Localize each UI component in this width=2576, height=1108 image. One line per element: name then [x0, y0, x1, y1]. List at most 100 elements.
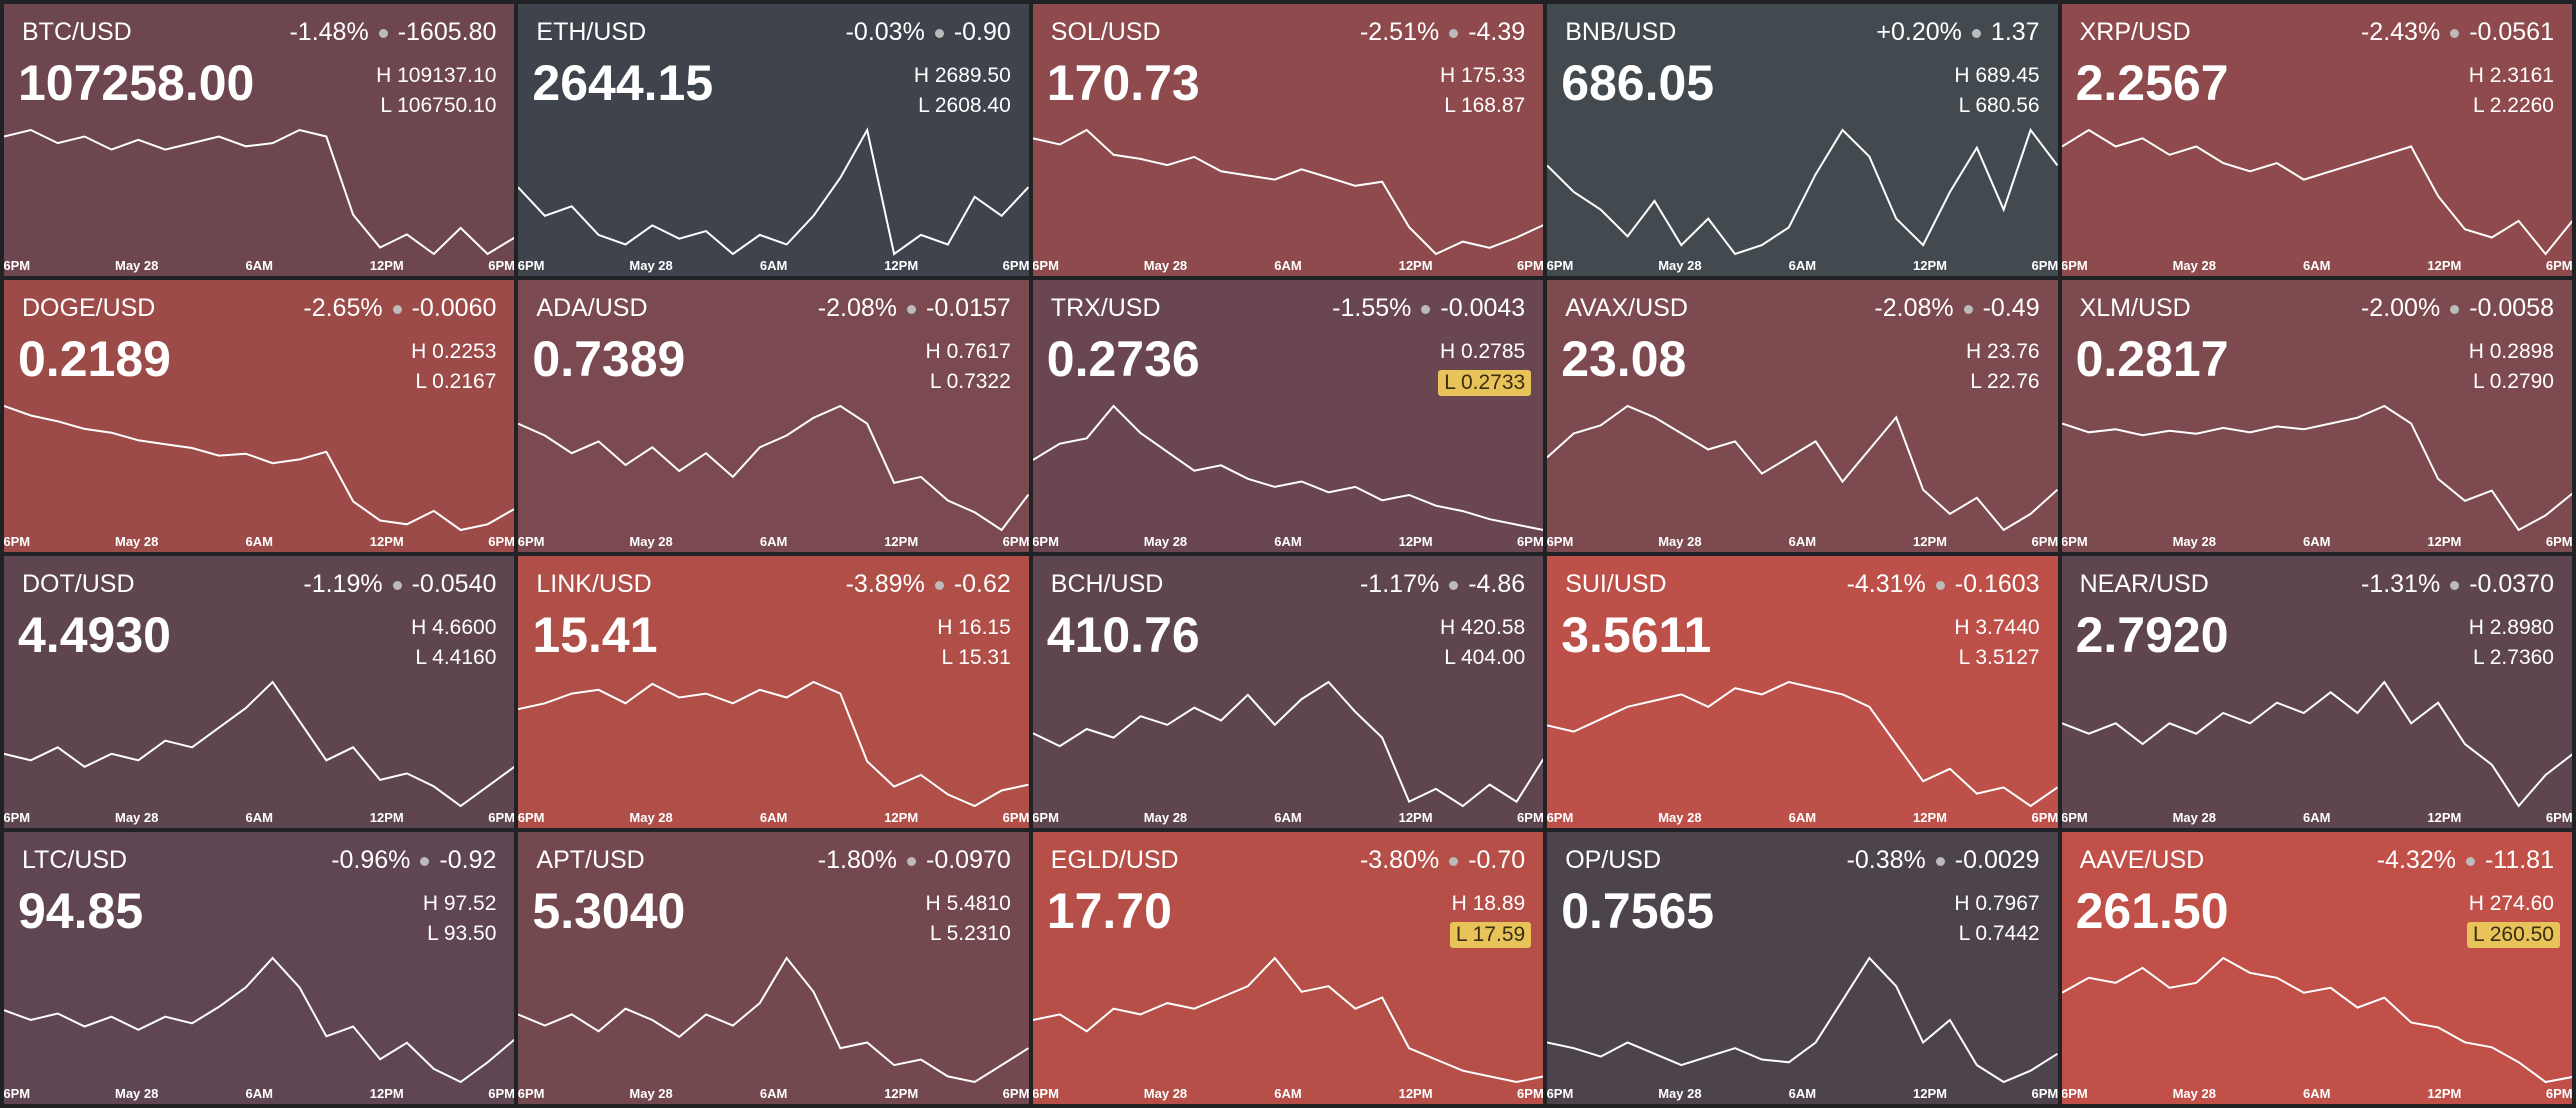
x-axis-label: 6AM — [1788, 258, 1817, 273]
price: 410.76 — [1046, 607, 1200, 663]
separator-dot — [907, 856, 916, 866]
high: H 0.7617 — [926, 340, 1011, 364]
price-line — [1547, 406, 2057, 530]
x-axis-label: 6AM — [1274, 1086, 1302, 1101]
high-value: 16.15 — [958, 616, 1011, 639]
high-value: 420.58 — [1460, 616, 1526, 639]
high-label: H — [1954, 64, 1970, 87]
high-value: 3.7440 — [1975, 616, 2040, 639]
high: H 274.60 — [2469, 892, 2554, 916]
x-axis-label: May 28 — [1658, 534, 1702, 549]
price-line — [1547, 682, 2057, 806]
change-value: -11.81 — [2484, 846, 2554, 874]
x-axis-label: 12PM — [1913, 258, 1947, 273]
price-line — [1033, 958, 1543, 1082]
change: -1.55% -0.0043 — [1332, 294, 1525, 323]
low-label: L — [415, 370, 427, 393]
low-label: L — [2473, 646, 2484, 669]
change: -3.89% -0.62 — [846, 570, 1011, 599]
change-percent: -4.31% — [1846, 570, 1926, 598]
low-label: L — [415, 646, 427, 669]
x-axis-label: May 28 — [1658, 810, 1702, 825]
pair-name: OP/USD — [1565, 846, 1662, 874]
price: 2.7920 — [2075, 607, 2229, 663]
x-axis-label: 6AM — [759, 534, 788, 549]
separator-dot — [392, 304, 402, 314]
x-axis-label: 6AM — [2303, 1086, 2331, 1101]
change-value: -0.49 — [1982, 294, 2040, 322]
x-axis-label: 6PM — [488, 258, 515, 273]
x-axis-label: 6PM — [1517, 258, 1544, 273]
change-value: -0.0561 — [2469, 18, 2554, 46]
sparkline — [1033, 122, 1543, 262]
high-value: 2.8980 — [2489, 616, 2554, 639]
low-value: 106750.10 — [397, 94, 497, 117]
change-percent: -2.08% — [1874, 294, 1954, 322]
separator-dot — [1449, 856, 1459, 866]
separator-dot — [1971, 28, 1981, 38]
separator-dot — [1449, 580, 1459, 590]
price: 2644.15 — [532, 55, 714, 111]
change-value: -4.39 — [1468, 18, 1526, 46]
high: H 18.89 — [1452, 892, 1526, 916]
price: 3.5611 — [1561, 607, 1712, 663]
price-line — [518, 130, 1028, 254]
high: H 109137.10 — [376, 64, 496, 88]
low-label: L — [1958, 94, 1970, 117]
low-label: L — [1444, 94, 1456, 117]
low-label: L — [2473, 370, 2484, 393]
x-axis-label: 6AM — [759, 258, 788, 273]
x-axis-label: May 28 — [2172, 1086, 2216, 1101]
x-axis-label: 6AM — [1274, 534, 1302, 549]
pair-name: DOGE/USD — [22, 294, 156, 322]
high: H 4.6600 — [411, 616, 496, 640]
x-axis-label: 6PM — [2545, 534, 2572, 549]
sparkline — [1033, 674, 1543, 814]
low: L 0.2790 — [2473, 370, 2554, 394]
price-line — [518, 958, 1028, 1082]
low-label: L — [1444, 646, 1456, 669]
x-axis-label: May 28 — [1658, 258, 1702, 273]
ticker-tile: DOT/USD -1.19% -0.0540 4.4930 H 4.6600 L 4.41… — [4, 556, 515, 828]
low-value: 168.87 — [1460, 94, 1526, 117]
price: 0.2189 — [18, 331, 171, 387]
price-line — [518, 406, 1028, 530]
x-axis-label: 6PM — [2061, 1086, 2088, 1101]
change-value: -0.0029 — [1954, 846, 2040, 874]
high-label: H — [937, 616, 953, 639]
pair-name: LTC/USD — [22, 846, 128, 874]
high-label: H — [411, 340, 427, 363]
price: 17.70 — [1046, 883, 1172, 939]
low-label: L — [380, 94, 392, 117]
low-label: L — [1958, 922, 1970, 945]
high-label: H — [1439, 64, 1456, 87]
change: -4.32% -11.81 — [2377, 846, 2554, 875]
change-value: -0.0043 — [1440, 294, 1526, 322]
sparkline — [518, 950, 1028, 1090]
low-label: L — [2473, 94, 2484, 117]
ticker-tile: ETH/USD -0.03% -0.90 2644.15 H 2689.50 L 2608… — [518, 4, 1029, 276]
ticker-tile: BNB/USD +0.20% 1.37 686.05 H 689.45 L 680.56 6… — [1547, 4, 2058, 276]
change-percent: -1.55% — [1332, 294, 1412, 322]
low: L 2608.40 — [918, 94, 1011, 118]
change-value: -0.1603 — [1954, 570, 2040, 598]
x-axis-label: 6AM — [2303, 258, 2331, 273]
low: L 2.2260 — [2473, 94, 2554, 118]
low: L 3.5127 — [1959, 646, 2040, 670]
x-axis-label: 6AM — [1788, 534, 1817, 549]
separator-dot — [2450, 28, 2460, 38]
x-axis-label: May 28 — [1143, 258, 1188, 273]
low-value: 2.7360 — [2489, 646, 2554, 669]
x-axis-label: May 28 — [629, 810, 673, 825]
x-axis-label: 6AM — [245, 534, 273, 549]
change-value: -0.0540 — [411, 570, 497, 598]
x-axis-label: 6PM — [1032, 534, 1059, 549]
x-axis-label: 6PM — [4, 1086, 31, 1101]
high: H 0.2253 — [411, 340, 496, 364]
low-label: L — [1970, 370, 1982, 393]
pair-name: BCH/USD — [1050, 570, 1164, 598]
ticker-tile: EGLD/USD -3.80% -0.70 17.70 H 18.89 L 17.59 6P… — [1032, 832, 1544, 1104]
x-axis-label: May 28 — [629, 1086, 673, 1101]
sparkline — [1033, 398, 1543, 538]
low-label: L — [1958, 646, 1970, 669]
